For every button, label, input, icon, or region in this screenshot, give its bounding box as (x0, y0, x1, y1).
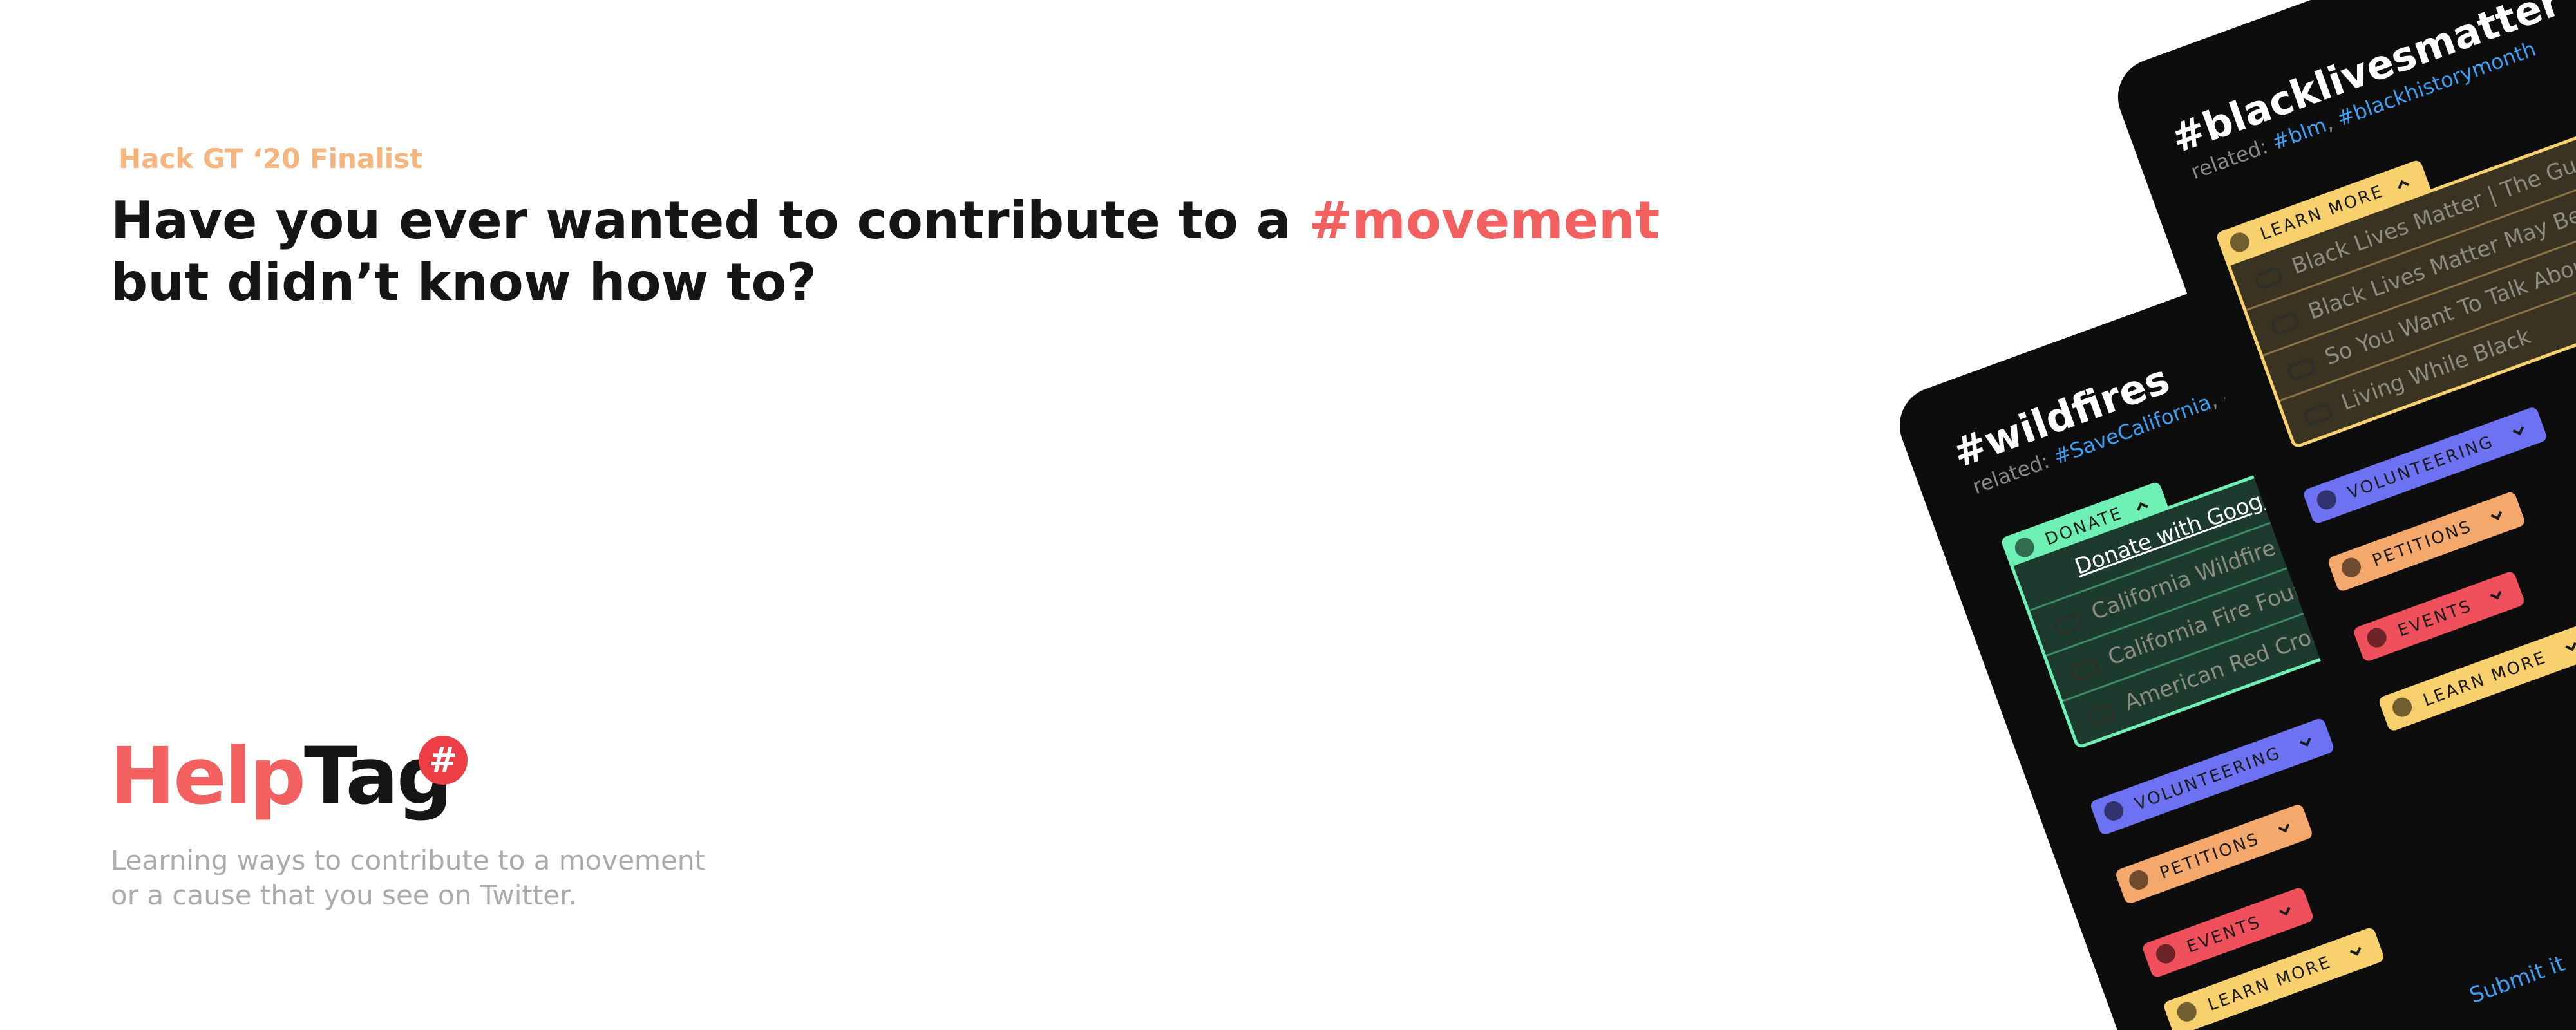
link-icon (2302, 402, 2334, 427)
link-icon (2286, 356, 2318, 382)
section-button[interactable]: VOLUNTEERING (2302, 406, 2548, 525)
section-icon (2364, 625, 2389, 650)
section-button[interactable]: PETITIONS (2114, 803, 2314, 905)
section-tab: LEARN MORE (2215, 158, 2432, 265)
chevron (2349, 946, 2362, 956)
section-button[interactable]: LEARN MORE (2162, 926, 2385, 1030)
chevron (2398, 180, 2409, 189)
brand-help: Help (109, 731, 306, 822)
card: #wildfiresrelated:#SaveCalifornia,#SDONA… (1889, 138, 2576, 1030)
section-button[interactable]: LEARN MORE (2378, 621, 2576, 733)
brand: HelpTag (109, 731, 453, 822)
section-button[interactable]: PETITIONS (2327, 491, 2526, 593)
section-icon (2174, 999, 2199, 1025)
section-label: LEARN MORE (2205, 952, 2334, 1015)
section-icon (2227, 230, 2253, 255)
chevron (2490, 511, 2502, 520)
section-label: EVENTS (2395, 596, 2475, 641)
section-button[interactable]: VOLUNTEERING (2089, 717, 2335, 836)
tagline-line: or a cause that you see on Twitter. (111, 879, 577, 911)
section-icon (2101, 798, 2126, 824)
chevron (2278, 823, 2290, 833)
section-label: LEARN MORE (2420, 648, 2550, 711)
chevron (2299, 738, 2311, 747)
chevron (2136, 501, 2148, 511)
chevron (2490, 590, 2502, 600)
headline-highlight: #movement (1309, 191, 1660, 250)
section-label: VOLUNTEERING (2345, 432, 2497, 503)
submit-link[interactable]: Submit it (2466, 950, 2569, 1009)
headline-text: Have you ever wanted to contribute to a (111, 191, 1291, 250)
section-icon (2389, 695, 2415, 720)
chevron (2512, 426, 2524, 436)
link-icon (2269, 311, 2301, 337)
link-icon (2052, 612, 2084, 637)
link-icon (2253, 266, 2284, 291)
section-label: PETITIONS (2157, 829, 2263, 883)
section-button[interactable]: EVENTS (2141, 886, 2315, 979)
headline: Have you ever wanted to contribute to a … (111, 190, 1660, 314)
chevron (2279, 906, 2291, 916)
card-title: #blacklivesmatter (2164, 0, 2567, 163)
section-icon (2153, 941, 2179, 966)
headline-text: but didn’t know how to? (111, 252, 817, 312)
link-icon (2085, 702, 2117, 727)
section-label: PETITIONS (2369, 516, 2475, 571)
brand-icon: # (419, 736, 468, 785)
chevron (2565, 642, 2576, 651)
section-tab: DONATE (2000, 481, 2170, 570)
tagline: Learning ways to contribute to a movemen… (111, 843, 705, 913)
link-icon (2069, 657, 2101, 682)
section-label: VOLUNTEERING (2132, 743, 2284, 814)
section-icon (2314, 487, 2339, 512)
section-label: EVENTS (2184, 912, 2264, 957)
section-icon (2338, 555, 2364, 580)
section-button[interactable]: EVENTS (2352, 570, 2526, 663)
badge: Hack GT ‘20 Finalist (118, 143, 423, 174)
card: #blacklivesmatter related:#blm,#blackhist… (2107, 0, 2576, 1030)
section-icon (2126, 867, 2152, 893)
tagline-line: Learning ways to contribute to a movemen… (111, 845, 705, 876)
